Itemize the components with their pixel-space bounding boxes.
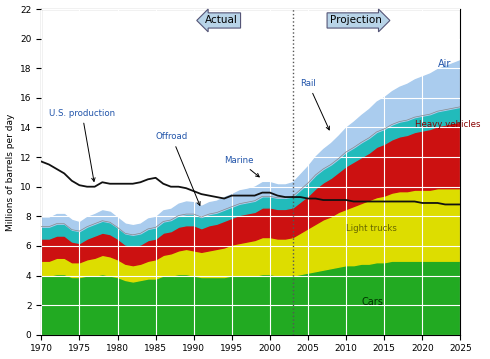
Text: Heavy vehicles: Heavy vehicles xyxy=(415,120,480,129)
Text: Rail: Rail xyxy=(300,79,329,130)
Text: Marine: Marine xyxy=(224,156,259,177)
Text: Offroad: Offroad xyxy=(156,132,200,205)
Text: Actual: Actual xyxy=(205,15,238,25)
Text: Air: Air xyxy=(438,59,451,69)
Text: Light trucks: Light trucks xyxy=(346,224,397,233)
Y-axis label: Millions of barrels per day: Millions of barrels per day xyxy=(5,113,15,230)
Text: U.S. production: U.S. production xyxy=(49,109,115,181)
Text: Cars: Cars xyxy=(361,297,383,307)
Text: Projection: Projection xyxy=(330,15,382,25)
